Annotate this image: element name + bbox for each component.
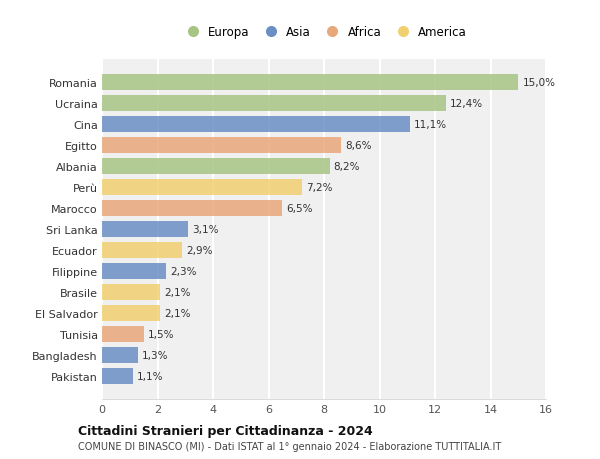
Bar xyxy=(102,159,329,174)
Bar xyxy=(102,117,410,133)
Text: 1,1%: 1,1% xyxy=(137,371,163,381)
Text: 2,3%: 2,3% xyxy=(170,266,196,276)
Bar xyxy=(102,201,283,216)
Text: 8,6%: 8,6% xyxy=(345,141,371,151)
Text: 1,3%: 1,3% xyxy=(142,350,169,360)
Bar xyxy=(102,326,143,342)
Bar xyxy=(102,347,138,363)
Text: 2,1%: 2,1% xyxy=(164,287,191,297)
Bar xyxy=(102,180,302,196)
Bar xyxy=(102,305,160,321)
Bar xyxy=(102,368,133,384)
Text: COMUNE DI BINASCO (MI) - Dati ISTAT al 1° gennaio 2024 - Elaborazione TUTTITALIA: COMUNE DI BINASCO (MI) - Dati ISTAT al 1… xyxy=(78,441,501,451)
Bar xyxy=(102,75,518,91)
Text: 1,5%: 1,5% xyxy=(148,329,174,339)
Bar xyxy=(102,285,160,300)
Text: 8,2%: 8,2% xyxy=(334,162,360,172)
Text: 2,9%: 2,9% xyxy=(187,246,213,255)
Bar xyxy=(102,222,188,237)
Text: 12,4%: 12,4% xyxy=(450,99,484,109)
Legend: Europa, Asia, Africa, America: Europa, Asia, Africa, America xyxy=(176,22,472,44)
Text: 2,1%: 2,1% xyxy=(164,308,191,318)
Text: 15,0%: 15,0% xyxy=(523,78,556,88)
Text: Cittadini Stranieri per Cittadinanza - 2024: Cittadini Stranieri per Cittadinanza - 2… xyxy=(78,424,373,437)
Text: 7,2%: 7,2% xyxy=(306,183,332,193)
Text: 6,5%: 6,5% xyxy=(287,204,313,213)
Text: 3,1%: 3,1% xyxy=(192,224,218,235)
Bar xyxy=(102,243,182,258)
Bar xyxy=(102,263,166,279)
Bar xyxy=(102,138,341,154)
Text: 11,1%: 11,1% xyxy=(414,120,448,130)
Bar xyxy=(102,96,446,112)
